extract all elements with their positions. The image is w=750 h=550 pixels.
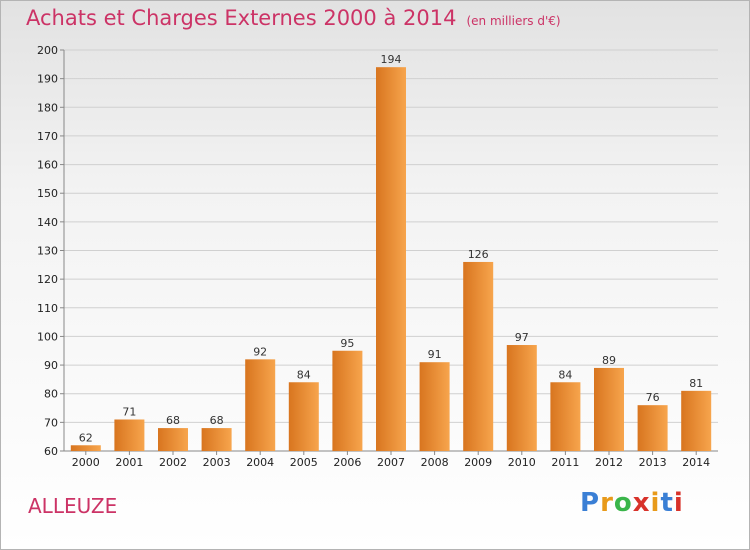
y-tick-label: 150 [37,187,58,200]
x-tick-label: 2012 [595,456,623,469]
y-tick-label: 130 [37,245,58,258]
x-tick-label: 2007 [377,456,405,469]
bar-value-label: 68 [210,414,224,427]
y-tick-label: 90 [44,359,58,372]
y-tick-labels: 60 70 80 90 100 110 120 130 140 150 160 170 180 190 20… [37,44,58,458]
bar [114,419,145,451]
y-tick-label: 140 [37,216,58,229]
logo-letter: P [580,488,601,518]
x-tick-label: 2011 [551,456,579,469]
x-tick-label: 2010 [508,456,536,469]
bar [681,390,712,451]
chart-unit: (en milliers d'€) [466,14,561,28]
bar [419,362,450,451]
bar-value-label: 97 [515,331,529,344]
logo-letter: x [632,488,651,518]
x-tick-labels: 2000 2001 2002 2003 2004 2005 2006 2007 2008 2009… [72,456,710,469]
logo-letter: i [650,488,661,518]
x-tick-label: 2006 [333,456,361,469]
bar [245,359,276,451]
logo-letter: t [660,488,674,518]
bar [463,261,494,451]
logo-letter: r [600,488,614,518]
x-tick-label: 2000 [72,456,100,469]
x-tick-label: 2009 [464,456,492,469]
bar-value-label: 81 [689,377,703,390]
y-tick-label: 110 [37,302,58,315]
y-tick-label: 100 [37,330,58,343]
proxiti-logo: Proxiti [580,488,684,518]
y-tick-label: 70 [44,416,58,429]
bar [594,367,624,451]
bar [201,428,232,451]
logo-letter: o [613,488,633,518]
bar-value-label: 84 [558,368,572,381]
bar [332,350,363,451]
bar [550,382,581,451]
bar [288,382,319,451]
y-tick-label: 60 [44,445,58,458]
bar-value-label: 91 [428,348,442,361]
bar-value-label: 194 [381,53,402,66]
chart-title-text: Achats et Charges Externes 2000 à 2014 [26,6,457,30]
place-name: ALLEUZE [28,494,118,518]
y-tick-label: 80 [44,388,58,401]
bar-value-label: 76 [646,391,660,404]
logo-letter: i [673,488,684,518]
x-tick-label: 2008 [421,456,449,469]
bar [637,405,668,451]
bar-value-label: 89 [602,354,616,367]
y-tick-label: 160 [37,159,58,172]
y-tick-label: 180 [37,101,58,114]
x-tick-label: 2001 [115,456,143,469]
bar-value-label: 92 [253,345,267,358]
y-tick-label: 200 [37,44,58,57]
x-tick-label: 2013 [639,456,667,469]
y-tick-label: 170 [37,130,58,143]
bar-value-label: 84 [297,368,311,381]
x-tick-label: 2003 [203,456,231,469]
x-tick-label: 2005 [290,456,318,469]
bar-value-label: 68 [166,414,180,427]
y-tick-label: 120 [37,273,58,286]
bar-value-label: 95 [340,337,354,350]
x-tick-label: 2004 [246,456,274,469]
bar [506,345,537,451]
chart-title: Achats et Charges Externes 2000 à 2014 (e… [26,6,561,30]
bar-value-label: 62 [79,431,93,444]
bars [70,67,712,451]
y-tick-label: 190 [37,73,58,86]
x-tick-label: 2002 [159,456,187,469]
bar [158,428,188,451]
value-labels: 62 71 68 68 92 84 95 194 91 126 97 84 89 76 81 [79,53,703,444]
bar-value-label: 126 [468,248,489,261]
x-tick-label: 2014 [682,456,710,469]
bar [70,445,101,451]
bar [376,67,406,451]
bar-value-label: 71 [122,405,136,418]
